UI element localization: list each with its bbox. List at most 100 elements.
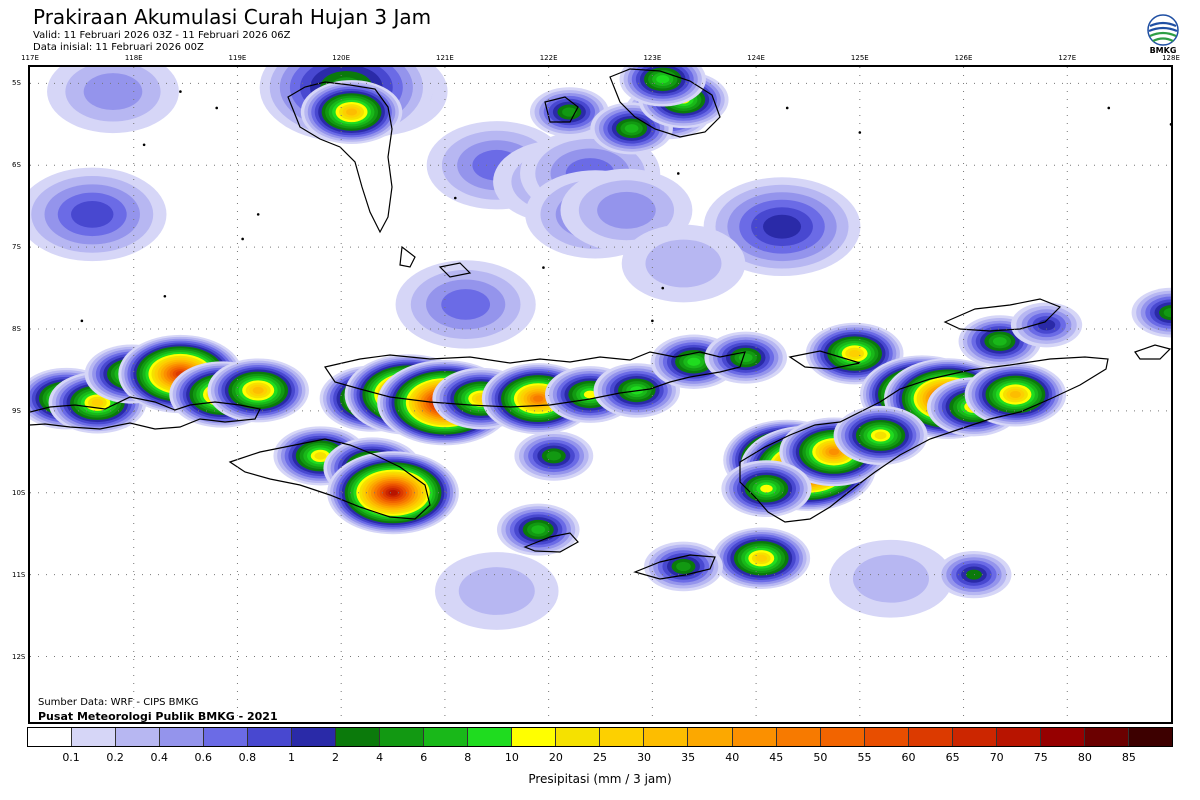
rain-cell bbox=[529, 87, 609, 137]
rain-contour bbox=[624, 124, 639, 133]
rain-contour bbox=[546, 451, 562, 461]
lat-label: 5S bbox=[12, 79, 21, 88]
rain-cell bbox=[30, 167, 167, 262]
coastline-sumba bbox=[228, 438, 431, 520]
legend-tick-label: 4 bbox=[376, 751, 384, 764]
legend-tick-label: 8 bbox=[464, 751, 472, 764]
legend-swatch bbox=[292, 728, 337, 746]
coastline-sumbawa bbox=[30, 396, 261, 430]
lon-label: 124E bbox=[747, 54, 765, 62]
precipitation-layer bbox=[30, 67, 1171, 630]
rain-contour bbox=[441, 289, 491, 320]
rain-contour bbox=[533, 395, 544, 402]
legend-tick-label: 1 bbox=[287, 751, 295, 764]
legend-swatch bbox=[600, 728, 645, 746]
island-dot bbox=[453, 196, 457, 200]
rain-cell bbox=[434, 552, 559, 630]
rain-contour bbox=[597, 191, 656, 229]
coastline-wetar bbox=[943, 298, 1062, 332]
legend-tick-label: 0.1 bbox=[62, 751, 80, 764]
legend-tick-label: 60 bbox=[901, 751, 916, 764]
legend-unit: Presipitasi (mm / 3 jam) bbox=[528, 772, 672, 786]
legend-tick-label: 40 bbox=[725, 751, 740, 764]
legend-tick-label: 80 bbox=[1077, 751, 1092, 764]
island-dot bbox=[661, 286, 665, 290]
lat-label: 10S bbox=[12, 488, 26, 497]
island-dot bbox=[651, 319, 654, 323]
rain-contour bbox=[966, 569, 982, 580]
rain-cell bbox=[514, 431, 594, 481]
coastline-flores bbox=[324, 351, 746, 408]
island-dot bbox=[179, 90, 182, 93]
lon-label: 125E bbox=[850, 54, 869, 62]
rain-contour bbox=[738, 353, 753, 362]
legend-swatch bbox=[1040, 728, 1085, 746]
rain-cell bbox=[432, 367, 531, 430]
rain-cell bbox=[964, 362, 1067, 427]
rain-cell bbox=[300, 80, 403, 144]
coastline-rote bbox=[633, 554, 716, 580]
rain-contour bbox=[874, 431, 887, 440]
coastline-bonerate bbox=[438, 262, 472, 278]
legend-swatch bbox=[248, 728, 293, 746]
rain-contour bbox=[562, 107, 577, 117]
coastline-sulawesi-sw bbox=[287, 81, 393, 234]
legend-swatch bbox=[1128, 728, 1172, 746]
legend-swatch bbox=[160, 728, 205, 746]
legend-tick-label: 0.6 bbox=[194, 751, 213, 764]
rain-cell bbox=[327, 451, 459, 535]
legend-swatch bbox=[556, 728, 601, 746]
lon-label: 126E bbox=[954, 54, 973, 62]
rain-cell bbox=[936, 550, 1012, 599]
rain-contour bbox=[848, 349, 861, 358]
lat-label: 7S bbox=[12, 243, 21, 252]
rain-contour bbox=[91, 399, 104, 407]
legend-swatch bbox=[996, 728, 1041, 746]
legend-tick-label: 75 bbox=[1033, 751, 1048, 764]
legend-swatch bbox=[424, 728, 469, 746]
legend-tick-label: 0.2 bbox=[106, 751, 124, 764]
rain-contour bbox=[852, 554, 929, 603]
rainfall-map bbox=[28, 65, 1173, 724]
island-dot bbox=[142, 143, 146, 147]
lat-label: 11S bbox=[12, 570, 26, 579]
rain-cell bbox=[207, 358, 309, 423]
lat-label: 8S bbox=[12, 325, 21, 333]
rain-cell bbox=[712, 527, 811, 590]
legend-tick-label: 70 bbox=[989, 751, 1004, 764]
rain-contour bbox=[992, 336, 1007, 346]
rain-cell bbox=[805, 322, 904, 385]
legend-swatch bbox=[116, 728, 161, 746]
coastline-muna bbox=[544, 96, 579, 123]
legend-swatch bbox=[864, 728, 909, 746]
legend-swatch bbox=[688, 728, 733, 746]
legend-tick-label: 2 bbox=[332, 751, 340, 764]
rain-contour bbox=[656, 75, 670, 84]
rain-cell bbox=[1131, 287, 1171, 338]
lon-label: 122E bbox=[539, 54, 558, 62]
rain-cell bbox=[47, 67, 179, 134]
legend-swatch bbox=[776, 728, 821, 746]
island-dot bbox=[785, 106, 789, 110]
island-dot bbox=[215, 106, 219, 110]
rain-contour bbox=[828, 448, 840, 456]
legend-swatch bbox=[380, 728, 425, 746]
legend-swatch bbox=[820, 728, 865, 746]
rain-contour bbox=[314, 452, 327, 460]
coastline-buton bbox=[609, 68, 721, 138]
map-canvas bbox=[30, 67, 1171, 722]
legend-tick-label: 45 bbox=[769, 751, 784, 764]
island-dot bbox=[1107, 106, 1111, 110]
small-islands bbox=[80, 90, 1171, 323]
rain-cell bbox=[704, 331, 788, 384]
rain-contour bbox=[763, 214, 802, 239]
rain-contour bbox=[531, 525, 546, 534]
legend-swatch bbox=[644, 728, 689, 746]
legend-swatch bbox=[908, 728, 953, 746]
legend-swatch bbox=[468, 728, 513, 746]
rain-contour bbox=[345, 108, 358, 116]
rain-cell bbox=[496, 503, 580, 556]
legend-tick-label: 6 bbox=[420, 751, 428, 764]
rain-contour bbox=[1009, 390, 1021, 399]
rain-contour bbox=[760, 484, 773, 493]
